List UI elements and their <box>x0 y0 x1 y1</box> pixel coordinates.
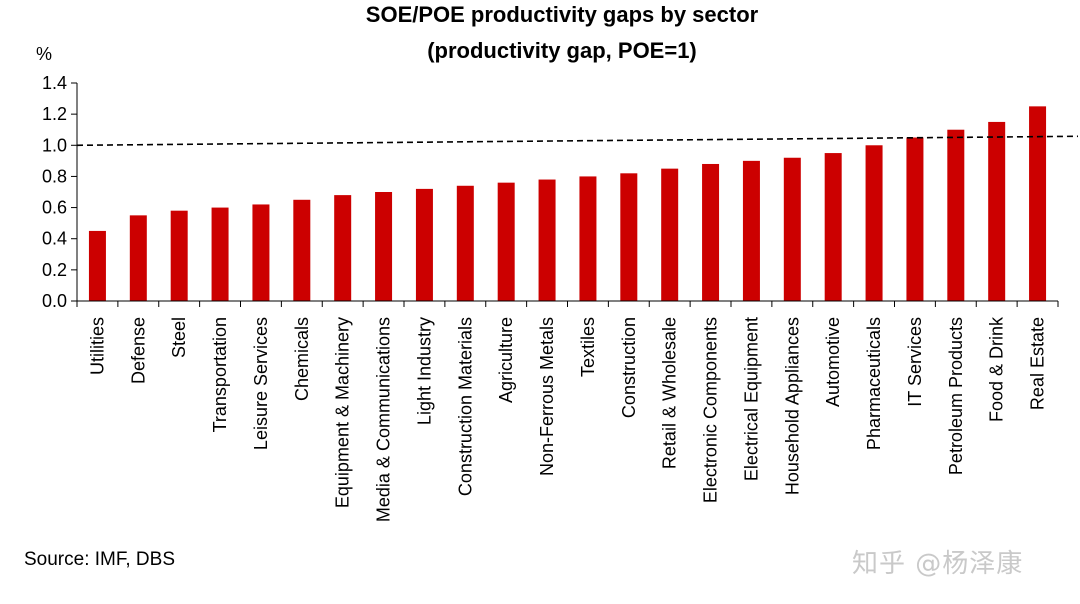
x-tick-label: Textiles <box>578 317 598 377</box>
y-tick-label: 0.2 <box>42 260 67 280</box>
chart-title: SOE/POE productivity gaps by sector <box>366 2 759 27</box>
reference-line-group <box>76 135 1079 147</box>
x-tick-label: Construction <box>619 317 639 418</box>
bar <box>620 173 638 301</box>
bar <box>947 129 965 301</box>
bar <box>661 168 679 301</box>
bar <box>988 121 1006 301</box>
x-tick-label: Petroleum Products <box>946 317 966 475</box>
bar <box>497 182 515 301</box>
x-tick-label: Construction Materials <box>455 317 475 496</box>
x-tick-label: Equipment & Machinery <box>333 317 353 508</box>
bar <box>783 157 801 301</box>
y-tick-label: 1.0 <box>42 135 67 155</box>
reference-line <box>76 135 1079 147</box>
x-tick-label: Automotive <box>823 317 843 407</box>
bar <box>742 160 760 301</box>
bar <box>579 176 597 301</box>
bar <box>702 163 720 301</box>
x-tick-label: Electronic Components <box>701 317 721 503</box>
x-tick-label: Media & Communications <box>374 317 394 522</box>
bar <box>415 188 433 301</box>
bars <box>88 106 1047 301</box>
x-tick-label: Retail & Wholesale <box>660 317 680 469</box>
bar <box>252 204 270 301</box>
x-tick-label: Utilities <box>87 317 107 375</box>
bar <box>865 145 883 301</box>
x-tick-label: Non-Ferrous Metals <box>537 317 557 476</box>
bar <box>824 153 842 301</box>
bar <box>88 230 106 301</box>
y-tick-label: 1.4 <box>42 73 67 93</box>
x-tick-label: IT Services <box>905 317 925 407</box>
x-tick-label: Steel <box>169 317 189 358</box>
y-tick-label: 0.8 <box>42 166 67 186</box>
chart-subtitle: (productivity gap, POE=1) <box>427 38 697 63</box>
source-note: Source: IMF, DBS <box>24 549 175 570</box>
y-tick-label: 0.6 <box>42 198 67 218</box>
bar <box>170 210 188 301</box>
bar <box>334 195 352 301</box>
x-tick-label: Food & Drink <box>987 316 1007 422</box>
x-axis: Utilities Defense Steel Transportation Leisu… <box>76 300 1059 522</box>
bar <box>906 137 924 301</box>
bar <box>1029 106 1047 301</box>
x-tick-label: Defense <box>128 317 148 384</box>
x-tick-label: Agriculture <box>496 317 516 403</box>
y-axis-unit-label: % <box>36 44 52 64</box>
x-tick-label: Light Industry <box>414 317 434 425</box>
bar <box>293 199 311 301</box>
watermark: 知乎 @杨泽康 <box>852 549 1024 579</box>
x-tick-label: Pharmaceuticals <box>864 317 884 450</box>
x-tick-label: Leisure Services <box>251 317 271 450</box>
y-axis: 0.0 0.2 0.4 0.6 0.8 1.0 1.2 1.4 <box>42 73 78 311</box>
x-tick-label: Real Estate <box>1028 317 1048 410</box>
bar <box>211 207 229 301</box>
bar <box>538 179 556 301</box>
bar <box>375 192 393 301</box>
bar <box>456 185 474 301</box>
x-tick-label: Electrical Equipment <box>741 317 761 481</box>
y-tick-label: 0.0 <box>42 291 67 311</box>
y-tick-label: 1.2 <box>42 104 67 124</box>
x-tick-label: Chemicals <box>292 317 312 401</box>
x-tick-label: Transportation <box>210 317 230 432</box>
bar <box>129 215 147 301</box>
y-tick-label: 0.4 <box>42 229 67 249</box>
x-tick-label: Household Appliances <box>782 317 802 495</box>
